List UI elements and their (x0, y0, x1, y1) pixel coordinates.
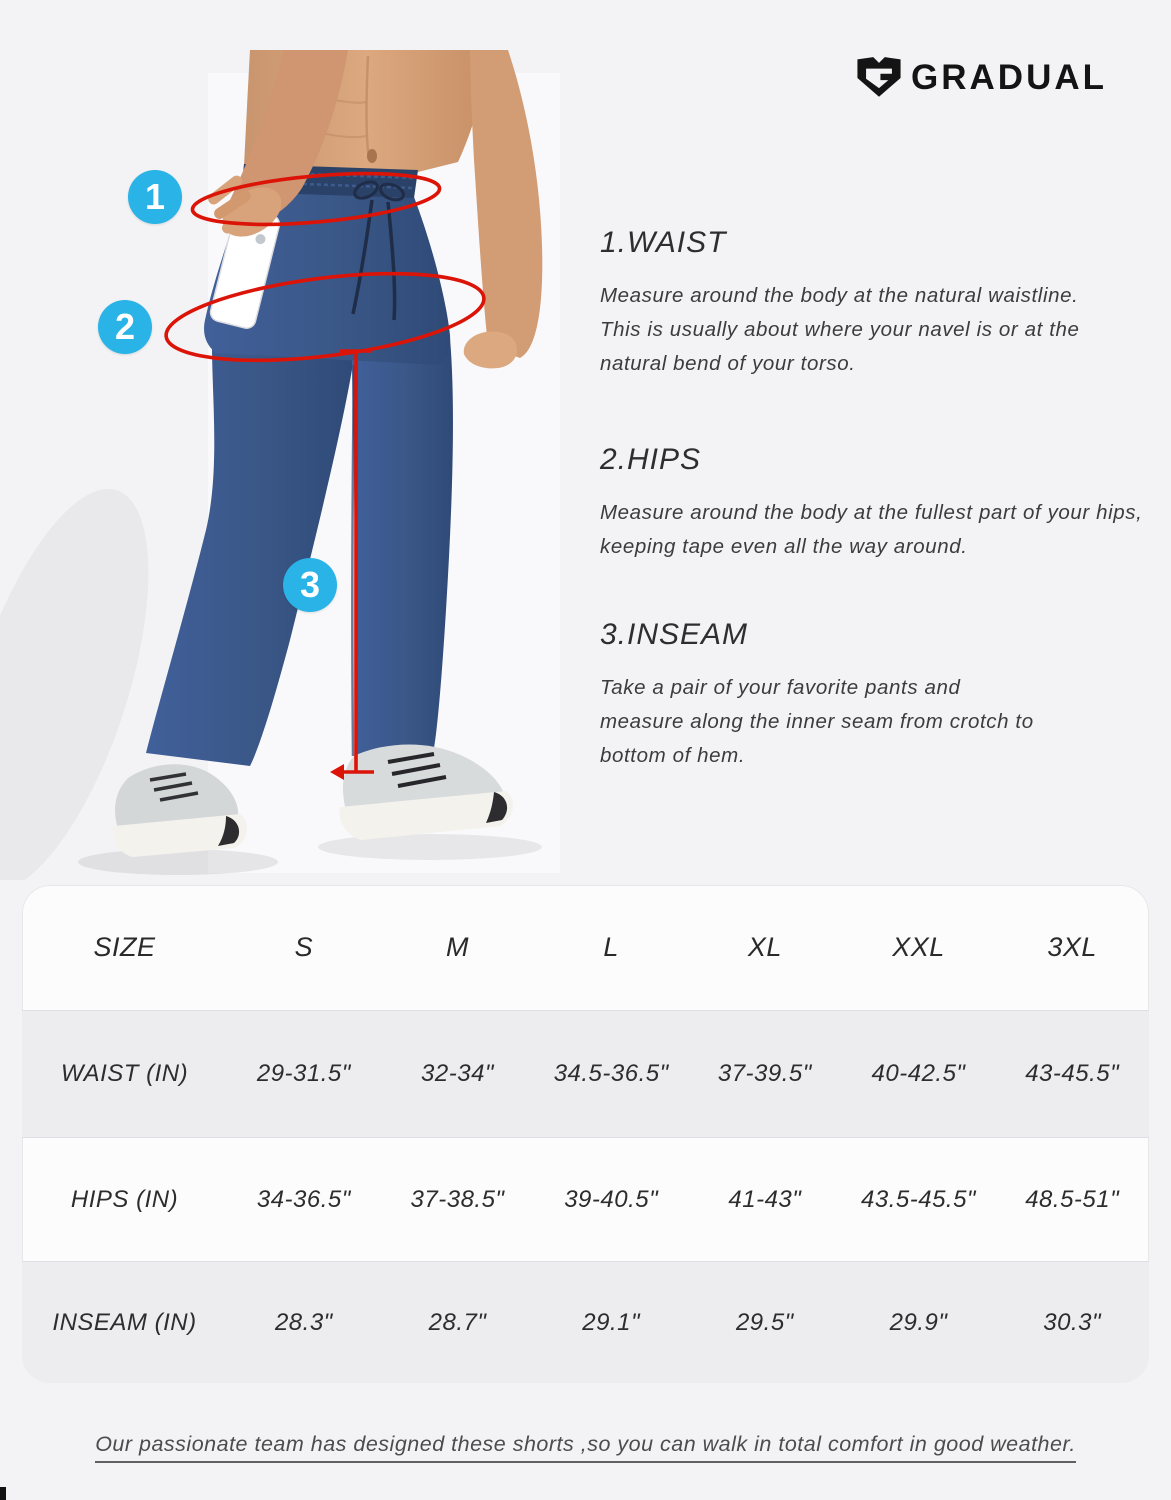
inseam-arrowhead (330, 764, 344, 780)
hips-measure-ellipse (164, 271, 486, 363)
navel (367, 149, 377, 163)
pants-right-leg (352, 338, 453, 762)
instruction-hips-text: keeping tape even all the way around. (600, 535, 968, 558)
waist-value: 29-31.5" (256, 1060, 351, 1087)
instruction-hips-title: 2.HIPS (600, 443, 702, 476)
instruction-inseam-title: 3.INSEAM (600, 618, 749, 651)
drawstring-bow (379, 182, 405, 202)
instruction-inseam-text: bottom of hem. (600, 744, 746, 767)
inner-seam (351, 364, 356, 757)
table-row-hips: HIPS (IN) 34-36.5" 37-38.5" 39-40.5" 41-… (22, 1137, 1149, 1261)
column-header-s: S (294, 932, 314, 962)
right-shoe-shadow (318, 834, 542, 860)
hips-value: 48.5-51" (1025, 1185, 1120, 1213)
waist-value: 37-39.5" (717, 1060, 812, 1087)
inseam-value: 29.1" (582, 1309, 641, 1336)
table-row-inseam: INSEAM (IN) 28.3" 28.7" 29.1" 29.5" 29.9… (22, 1261, 1149, 1383)
table-row-waist: WAIST (IN) 29-31.5" 32-34" 34.5-36.5" 37… (22, 1010, 1149, 1137)
hips-value: 39-40.5" (564, 1185, 659, 1213)
hips-value: 34-36.5" (256, 1185, 351, 1213)
drawstring-bow (353, 180, 379, 200)
brand-name: GRADUAL (911, 58, 1107, 97)
model-illustration (0, 50, 560, 880)
instruction-inseam-text: measure along the inner seam from crotch… (600, 710, 1034, 733)
instruction-waist-text: Measure around the body at the natural w… (600, 284, 1079, 307)
marker-2-hips: 2 (98, 300, 152, 354)
column-header-size: SIZE (93, 932, 156, 962)
left-shoe (113, 764, 248, 857)
marker-1-waist: 1 (128, 170, 182, 224)
left-hand (463, 331, 518, 369)
drawstring-right (386, 201, 397, 321)
footer-note-text: Our passionate team has designed these s… (95, 1432, 1076, 1463)
footer-note: Our passionate team has designed these s… (0, 1432, 1171, 1463)
instruction-hips-text: Measure around the body at the fullest p… (600, 501, 1143, 524)
gradual-logo-icon (857, 57, 901, 97)
instruction-waist-text: This is usually about where your navel i… (600, 318, 1080, 341)
column-header-xl: XL (747, 932, 782, 962)
right-shoe (339, 744, 513, 840)
instruction-inseam: 3.INSEAM Take a pair of your favorite pa… (600, 618, 1145, 773)
waist-value: 34.5-36.5" (553, 1060, 669, 1087)
column-header-xxl: XXL (892, 932, 945, 962)
instruction-waist-title: 1.WAIST (600, 226, 727, 259)
instruction-waist: 1.WAIST Measure around the body at the n… (600, 226, 1145, 381)
hips-value: 41-43" (728, 1185, 802, 1213)
measurement-annotations (164, 171, 486, 774)
measurement-figure: 1 2 3 (0, 50, 580, 880)
background-shadow (0, 488, 149, 880)
instruction-inseam-text: Take a pair of your favorite pants and (600, 676, 961, 699)
hips-value: 37-38.5" (410, 1185, 505, 1213)
inseam-value: 28.7" (428, 1309, 487, 1336)
instruction-hips: 2.HIPS Measure around the body at the fu… (600, 443, 1145, 564)
left-arm (470, 50, 543, 358)
inseam-value: 30.3" (1043, 1309, 1102, 1336)
row-label-inseam: INSEAM (IN) (52, 1309, 197, 1336)
column-header-m: M (445, 932, 469, 962)
instruction-waist-text: natural bend of your torso. (600, 352, 856, 375)
marker-3-inseam: 3 (283, 558, 337, 612)
waist-value: 43-45.5" (1025, 1060, 1120, 1087)
hips-value: 43.5-45.5" (861, 1185, 976, 1213)
waist-value: 32-34" (421, 1060, 494, 1087)
inseam-value: 29.5" (735, 1309, 794, 1336)
pants-left-leg (146, 345, 354, 766)
ab-line (365, 55, 371, 159)
table-header-row: SIZE S M L XL XXL 3XL (22, 885, 1149, 1010)
brand-logo: GRADUAL (856, 56, 1107, 100)
column-header-l: L (603, 932, 619, 962)
left-shoe-shadow (78, 849, 278, 875)
column-header-3xl: 3XL (1047, 932, 1097, 962)
right-arm (230, 50, 348, 222)
corner-mark (0, 1487, 6, 1500)
size-chart-table: SIZE S M L XL XXL 3XL WAIST (IN) 29-31.5… (22, 885, 1149, 1383)
inseam-value: 28.3" (274, 1309, 333, 1336)
waist-value: 40-42.5" (871, 1060, 966, 1087)
row-label-hips: HIPS (IN) (70, 1185, 179, 1213)
inseam-value: 29.9" (889, 1309, 948, 1336)
row-label-waist: WAIST (IN) (60, 1060, 189, 1087)
waist-measure-ellipse (190, 171, 442, 227)
